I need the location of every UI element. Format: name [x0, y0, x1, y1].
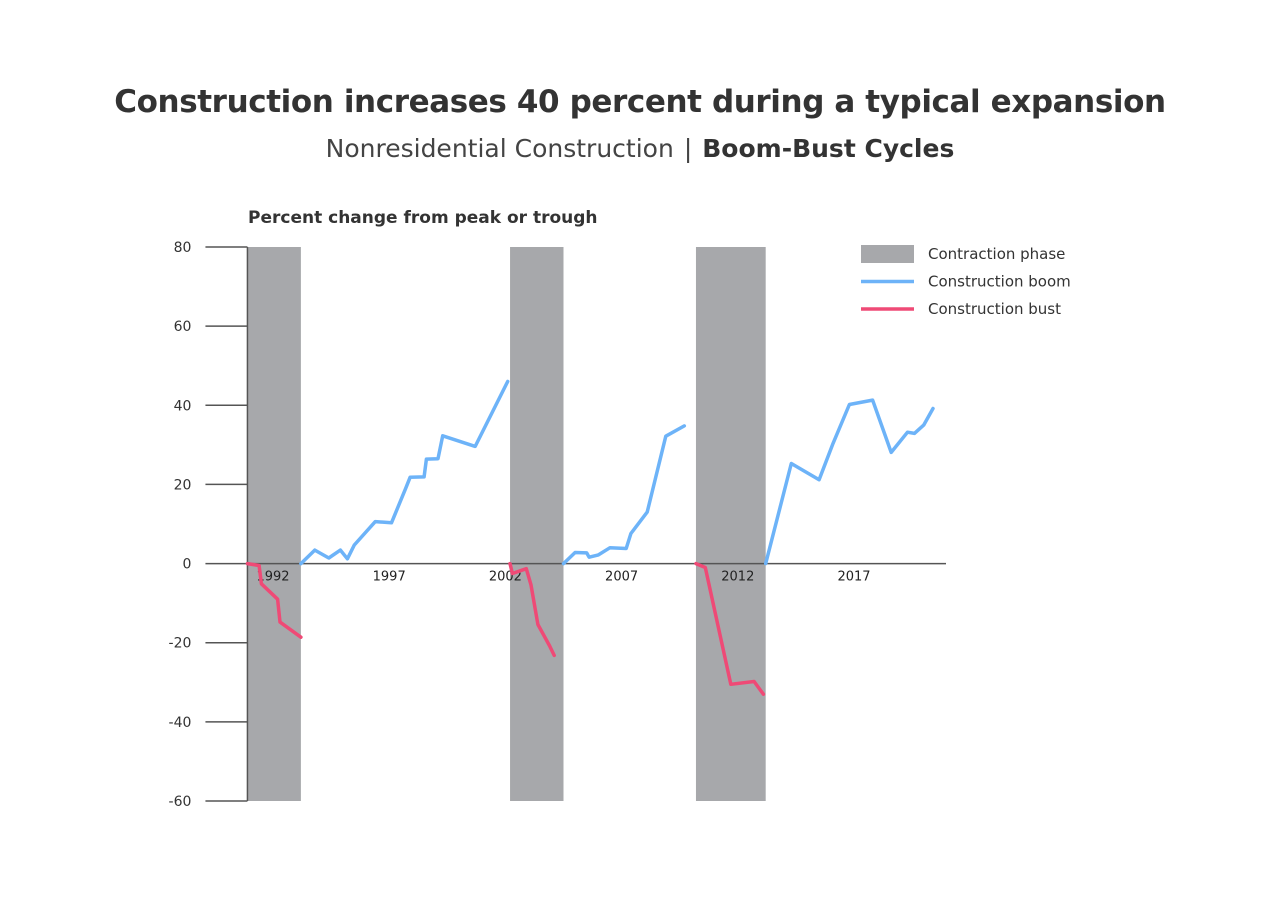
x-tick-label-2: 1997	[373, 570, 406, 585]
legend-swatch-contraction	[861, 245, 914, 263]
contraction-phase-bar-3	[695, 247, 766, 801]
x-tick-label-1: 1992	[256, 570, 289, 585]
bust-line-segment-1	[245, 561, 303, 639]
y-tick-label-7: -40	[169, 715, 192, 731]
y-tick-label-1: 80	[174, 240, 192, 256]
subtitle-left: Nonresidential Construction	[325, 134, 674, 163]
series-lines	[245, 379, 935, 696]
y-tick-label-3: 40	[174, 398, 192, 414]
bust-line-segment-2	[508, 561, 556, 658]
x-tick-label-6: 2017	[837, 570, 870, 585]
contraction-phases	[247, 247, 766, 801]
boom-line-segment-1	[299, 379, 510, 566]
chart-subtitle: Nonresidential Construction | Boom-Bust Cy…	[0, 134, 1280, 163]
x-tick-label-4: 2007	[605, 570, 638, 585]
contraction-phase-bar-2	[510, 247, 564, 801]
y-tick-label-8: -60	[169, 794, 192, 810]
y-tick-label-6: -20	[169, 636, 192, 652]
y-tick-label-4: 20	[174, 477, 192, 493]
y-tick-label-5: 0	[183, 557, 192, 573]
bust-line-segment-3	[694, 561, 766, 696]
y-tick-label-2: 60	[174, 319, 192, 335]
x-tick-label-5: 2012	[721, 570, 754, 585]
chart-title: Construction increases 40 percent during…	[114, 84, 1166, 120]
y-axis-label: Percent change from peak or trough	[248, 208, 598, 228]
legend: Contraction phase Construction boom Constr…	[861, 245, 1071, 318]
subtitle-right: Boom-Bust Cycles	[702, 134, 955, 163]
contraction-phase-bar-1	[247, 247, 301, 801]
legend-label-2: Construction boom	[928, 273, 1071, 291]
subtitle-separator: |	[683, 134, 693, 163]
legend-label-1: Contraction phase	[928, 245, 1065, 263]
legend-label-3: Construction bust	[928, 300, 1061, 318]
boom-line-segment-2	[561, 424, 687, 566]
boom-line-segment-3	[763, 398, 935, 566]
